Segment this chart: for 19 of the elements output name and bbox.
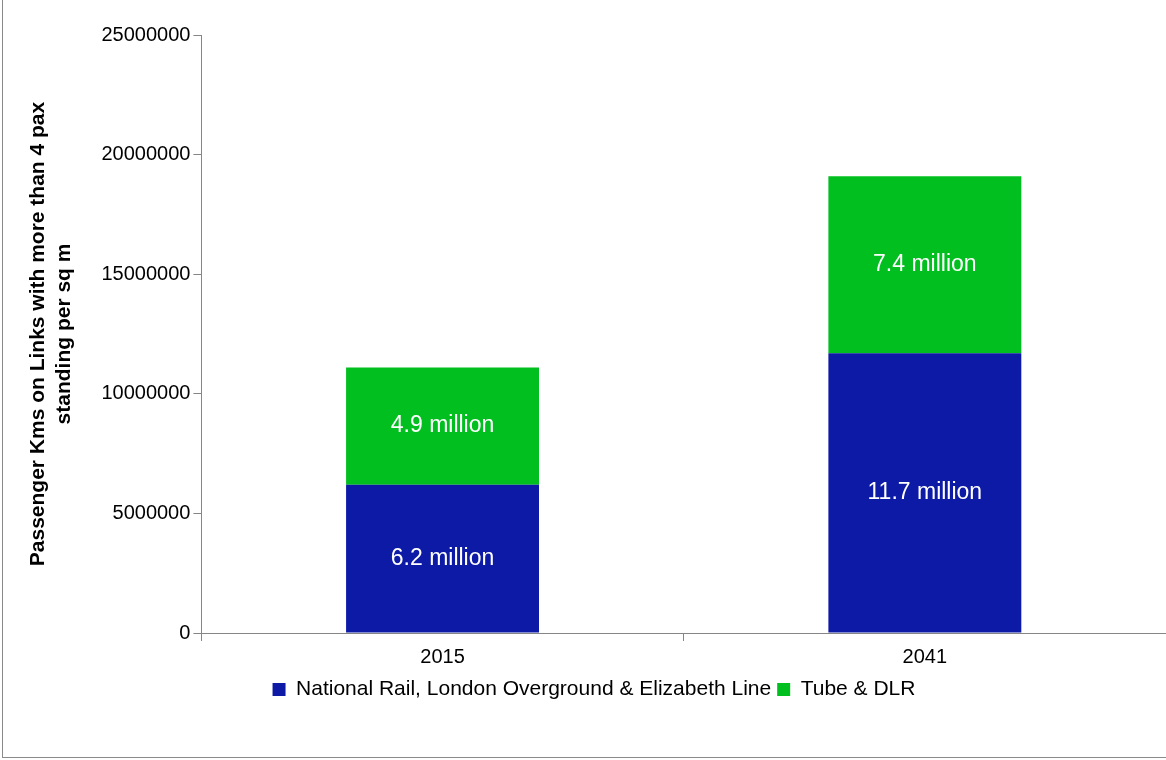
data-label: 11.7 million xyxy=(867,478,983,505)
y-tick-label: 15000000 xyxy=(101,261,191,284)
y-tick-label: 0 xyxy=(179,620,191,643)
y-tick-label: 10000000 xyxy=(101,381,191,404)
y-tick-label: 20000000 xyxy=(101,142,191,165)
data-label: 7.4 million xyxy=(873,249,977,276)
x-tick-label: 2015 xyxy=(420,644,465,667)
data-label: 6.2 million xyxy=(390,543,495,570)
y-tick-label: 5000000 xyxy=(112,500,191,523)
x-tick-label: 2041 xyxy=(902,644,948,667)
bar xyxy=(828,176,1022,354)
legend-label: Tube & DLR xyxy=(800,676,916,700)
y-tick-label: 25000000 xyxy=(101,22,191,45)
bar xyxy=(346,484,539,633)
legend-label: National Rail, London Overground & Elizabeth Line xyxy=(296,676,772,700)
bar xyxy=(346,367,539,485)
data-label: 4.9 million xyxy=(390,411,495,438)
bar xyxy=(828,353,1022,633)
y-axis-title: Passenger Kms on Links with more than 4 pax standing per sq m xyxy=(25,101,74,567)
